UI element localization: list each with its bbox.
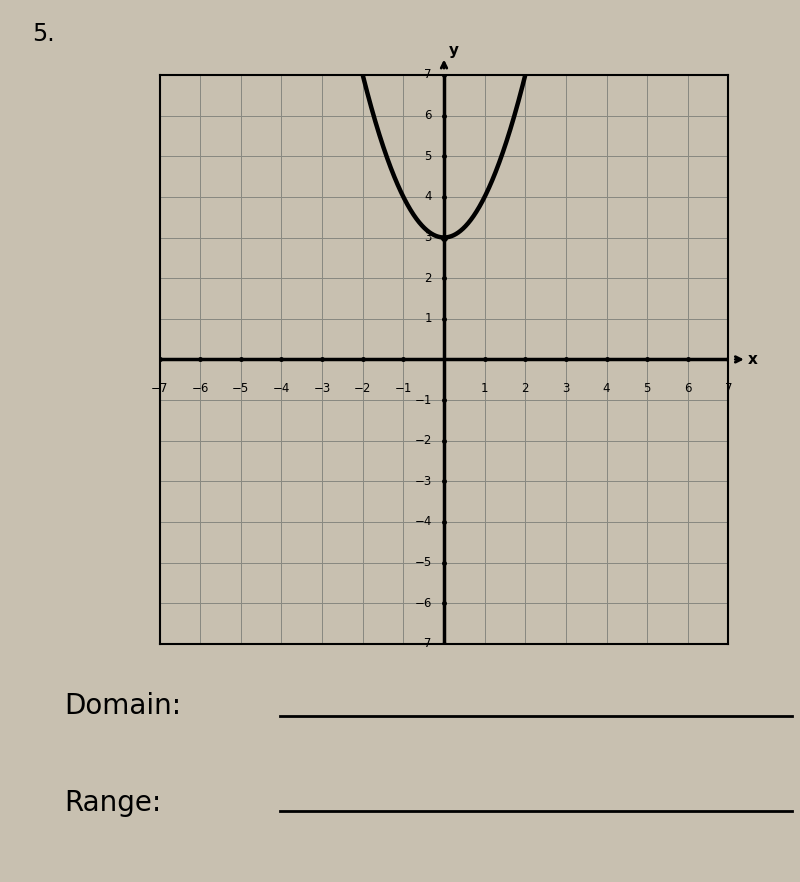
Text: −4: −4 (414, 515, 432, 528)
Text: −5: −5 (414, 556, 432, 569)
Text: −2: −2 (414, 434, 432, 447)
Text: 2: 2 (522, 382, 529, 395)
Text: 1: 1 (481, 382, 488, 395)
Text: y: y (449, 43, 459, 58)
Text: 5: 5 (643, 382, 651, 395)
Text: 4: 4 (424, 191, 432, 204)
Text: 6: 6 (684, 382, 691, 395)
Text: −2: −2 (354, 382, 371, 395)
Text: −5: −5 (232, 382, 250, 395)
Text: Domain:: Domain: (64, 692, 181, 721)
Text: 1: 1 (424, 312, 432, 325)
Text: 3: 3 (562, 382, 570, 395)
Text: −1: −1 (394, 382, 412, 395)
Text: 2: 2 (424, 272, 432, 285)
Text: −4: −4 (273, 382, 290, 395)
Text: 7: 7 (725, 382, 732, 395)
Text: 7: 7 (424, 69, 432, 81)
Text: x: x (748, 352, 758, 367)
Text: 6: 6 (424, 109, 432, 122)
Text: 3: 3 (425, 231, 432, 244)
Text: 5.: 5. (32, 22, 54, 46)
Text: −7: −7 (414, 638, 432, 650)
Text: −3: −3 (314, 382, 330, 395)
Text: −6: −6 (414, 597, 432, 609)
Text: −1: −1 (414, 393, 432, 407)
Text: 4: 4 (602, 382, 610, 395)
Text: −3: −3 (414, 475, 432, 488)
Text: Range:: Range: (64, 789, 162, 818)
Text: −6: −6 (191, 382, 209, 395)
Text: −7: −7 (151, 382, 168, 395)
Text: 5: 5 (425, 150, 432, 163)
